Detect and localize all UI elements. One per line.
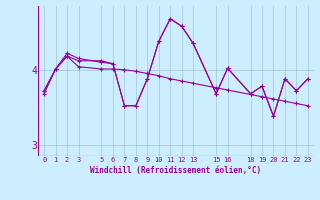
X-axis label: Windchill (Refroidissement éolien,°C): Windchill (Refroidissement éolien,°C): [91, 166, 261, 175]
